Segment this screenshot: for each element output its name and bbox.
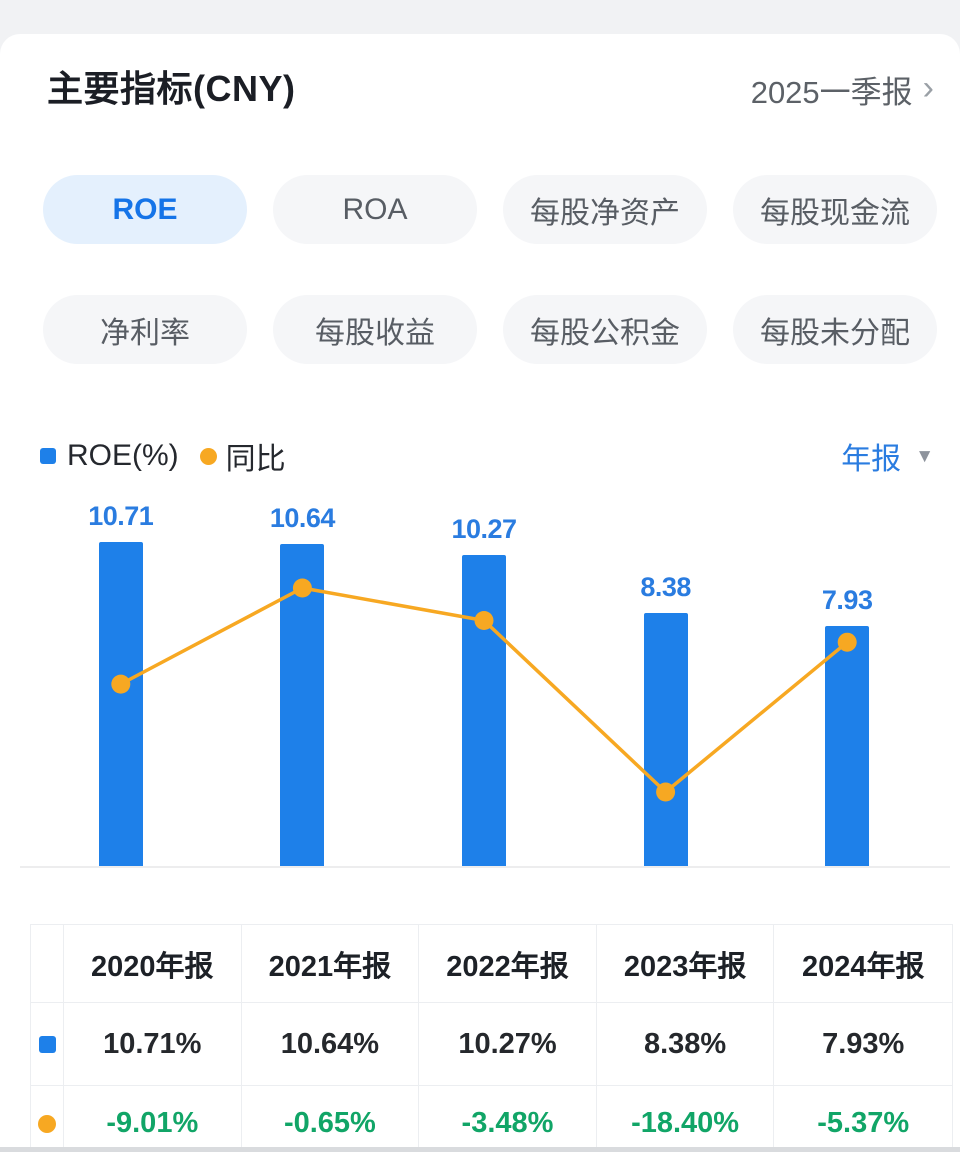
period-filter-dropdown[interactable]: 年报 ▼ [841, 434, 934, 478]
report-period-label: 2025一季报 [750, 75, 913, 110]
blue-square-icon [31, 1003, 64, 1086]
metric-tabs-row-2: 净利率 每股收益 每股公积金 每股未分配 [0, 295, 960, 364]
table-corner-cell [31, 925, 64, 1003]
tab-roe[interactable]: ROE [43, 175, 247, 244]
tab-undistributed-per-share[interactable]: 每股未分配 [733, 295, 937, 364]
legend-label-roe: ROE(%) [67, 439, 179, 472]
metric-tabs-row-1: ROE ROA 每股净资产 每股现金流 [0, 175, 960, 244]
table-value-cell: -0.65% [241, 1086, 420, 1152]
bar-value-label: 8.38 [640, 572, 691, 602]
tab-eps[interactable]: 每股收益 [273, 295, 477, 364]
bar-value-label: 10.64 [269, 503, 336, 533]
bottom-divider [0, 1147, 960, 1152]
bar-value-label: 10.71 [88, 501, 154, 531]
table-value-cell: 10.27% [419, 1003, 597, 1086]
bar-2020年报[interactable] [98, 542, 143, 867]
table-value-cell: -9.01% [64, 1086, 242, 1152]
blue-square-icon [40, 448, 56, 464]
bar-value-label: 10.27 [451, 514, 517, 544]
chevron-right-icon: › [922, 68, 934, 107]
table-value-cell: 7.93% [774, 1003, 952, 1086]
metrics-card: 主要指标(CNY) 2025一季报 › ROE ROA 每股净资产 每股现金流 净利率… [0, 34, 960, 1152]
bar-2021年报[interactable] [280, 544, 325, 867]
table-header-cell: 2020年报 [64, 925, 242, 1003]
table-header-cell: 2021年报 [241, 925, 420, 1003]
orange-dot-icon [199, 447, 217, 465]
report-period-button[interactable]: 2025一季报 › [751, 67, 934, 112]
tab-net-margin[interactable]: 净利率 [43, 295, 247, 364]
orange-dot-icon [31, 1086, 64, 1152]
tab-net-assets-per-share[interactable]: 每股净资产 [503, 175, 707, 244]
bar-value-label: 7.93 [821, 585, 873, 615]
tab-capital-reserve-per-share[interactable]: 每股公积金 [503, 295, 707, 364]
table-value-cell: -18.40% [596, 1086, 775, 1152]
bar-2023年报[interactable] [643, 613, 688, 867]
table-header-cell: 2023年报 [596, 925, 775, 1003]
roe-chart: 10.71 10.64 10.27 8.38 7.93 [20, 492, 950, 868]
table-header-cell: 2022年报 [419, 925, 597, 1003]
table-value-cell: -5.37% [774, 1086, 952, 1152]
tab-cash-flow-per-share[interactable]: 每股现金流 [733, 175, 937, 244]
period-filter-label: 年报 [841, 443, 902, 476]
legend-label-yoy: 同比 [225, 443, 286, 476]
table-value-cell: 10.71% [64, 1003, 242, 1086]
table-header-cell: 2024年报 [774, 925, 952, 1003]
bar-2022年报[interactable] [462, 555, 506, 867]
chart-legend: ROE(%) 同比 年报 ▼ [40, 435, 934, 477]
table-value-cell: 10.64% [241, 1003, 420, 1086]
metrics-table: 2020年报 2021年报 2022年报 2023年报 2024年报 10.71% 10.6… [30, 924, 953, 1152]
table-value-cell: 8.38% [596, 1003, 775, 1086]
tab-roa[interactable]: ROA [273, 175, 477, 244]
table-value-cell: -3.48% [419, 1086, 597, 1152]
caret-down-icon: ▼ [915, 446, 934, 467]
page-title: 主要指标(CNY) [47, 68, 296, 109]
bar-2024年报[interactable] [825, 626, 870, 867]
card-header: 主要指标(CNY) 2025一季报 › [0, 34, 960, 112]
